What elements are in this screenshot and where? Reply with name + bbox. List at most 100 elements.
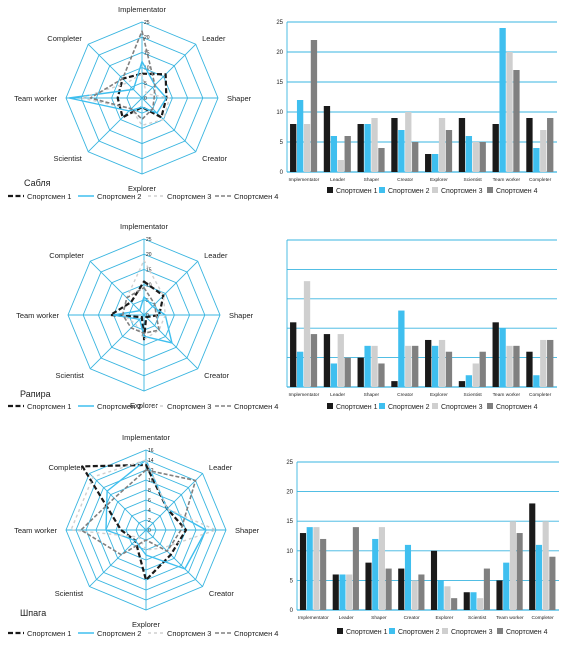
bar-4 (378, 363, 385, 387)
bar-4 (412, 142, 419, 172)
bar-3 (506, 52, 513, 172)
bar-y-tick-label: 10 (276, 110, 283, 116)
bar-1 (357, 124, 364, 172)
bar-category-label: Leader (330, 392, 345, 398)
legend-swatch-4 (487, 187, 493, 193)
legend-swatch-1 (327, 403, 333, 409)
bar-2 (306, 527, 313, 610)
radar-tick-label: 10 (148, 478, 154, 484)
bar-1 (323, 106, 331, 172)
bar-category-label: Team worker (496, 615, 524, 621)
radar-spoke (89, 529, 147, 587)
radar-axis-label: Leader (209, 463, 233, 472)
bar-y-tick-label: 0 (280, 170, 284, 176)
bar-2 (535, 544, 543, 610)
bar-category-label: Implementator (289, 177, 320, 183)
bar-2 (330, 363, 338, 387)
bar-1 (458, 381, 466, 387)
radar-axis-label: Completer (47, 34, 82, 43)
radar-axis-label: Implementator (118, 5, 166, 14)
bar-y-tick-label: 20 (286, 490, 293, 496)
legend-label-2: Спортсмен 2 (398, 629, 440, 636)
radar-axis-label: Creator (204, 371, 230, 380)
radar-axis-label: Leader (204, 251, 228, 260)
radar-axis-label: Team worker (14, 94, 57, 103)
bar-3 (472, 363, 479, 387)
bar-1 (299, 533, 307, 610)
bar-y-tick-label: 15 (286, 519, 293, 525)
radar-axis-label: Team worker (16, 311, 59, 320)
legend-label-1: Спортсмен 1 (336, 404, 378, 411)
radar-series-1 (81, 463, 188, 582)
legend-swatch-2 (389, 628, 395, 634)
bar-3 (346, 574, 353, 610)
legend-label-2: Спортсмен 2 (388, 404, 430, 411)
bar-category-label: Creator (397, 392, 413, 398)
legend-label-2: Спортсмен 2 (97, 402, 141, 411)
bar-y-tick-label: 5 (290, 578, 294, 584)
legend-swatch-3 (432, 403, 438, 409)
bar-4 (547, 118, 554, 172)
bar-2 (533, 375, 540, 387)
bar-2 (503, 562, 510, 610)
bar-4 (479, 142, 486, 172)
bar-3 (540, 130, 547, 172)
radar-spoke (89, 260, 145, 316)
bar-3 (438, 339, 446, 387)
section-title: Сабля (24, 178, 51, 188)
bar-y-tick-label: 0 (290, 608, 294, 614)
bar-4 (516, 533, 523, 610)
bar-3 (405, 112, 412, 172)
bar-4 (418, 574, 425, 610)
bar-category-label: Implementator (289, 392, 320, 398)
legend-swatch-1 (327, 187, 333, 193)
bar-3 (378, 527, 385, 610)
bar-category-label: Shaper (364, 177, 380, 183)
bar-1 (526, 351, 533, 387)
radar-axis-label: Creator (202, 154, 228, 163)
legend-label-1: Спортсмен 1 (27, 629, 71, 638)
legend-label-1: Спортсмен 1 (336, 188, 378, 195)
bar-2 (404, 544, 412, 610)
radar-axis-label: Scientist (56, 371, 85, 380)
bar-2 (364, 124, 371, 172)
bar-4 (483, 568, 490, 610)
bar-4 (513, 70, 520, 172)
radar-axis-label: Implementator (122, 433, 170, 442)
bar-category-label: Scientist (468, 615, 487, 621)
bar-4 (445, 351, 453, 387)
bar-category-label: Team worker (493, 392, 521, 398)
bar-3 (542, 521, 549, 610)
bar-y-tick-label: 15 (276, 80, 283, 86)
bar-category-label: Completer (532, 615, 555, 621)
radar-tick-label: 15 (146, 267, 152, 273)
bar-2 (398, 130, 405, 172)
bar-4 (385, 568, 392, 610)
bar-category-label: Creator (404, 615, 420, 621)
bar-3 (337, 160, 344, 172)
bar-2 (364, 345, 371, 387)
bar-3 (509, 521, 516, 610)
legend-swatch-1 (337, 628, 343, 634)
bar-1 (496, 580, 503, 610)
bar-2 (465, 375, 473, 387)
bar-category-label: Explorer (435, 615, 453, 621)
bar-4 (479, 351, 486, 387)
bar-1 (492, 322, 499, 387)
bar-category-label: Scientist (464, 177, 483, 183)
radar-axis-label: Shaper (229, 311, 254, 320)
legend-label-2: Спортсмен 2 (97, 629, 141, 638)
bar-chart-Рапира: Implementator Leader Shaper Creator Explorer… (286, 239, 557, 411)
bar-2 (533, 148, 540, 172)
radar-series-1 (116, 72, 168, 119)
bar-4 (451, 598, 458, 610)
radar-spoke (87, 97, 143, 153)
bar-1 (323, 334, 331, 387)
bar-chart-Сабля: 0 5 10 15 20 25 Implementator Leader Shaper Creat… (276, 20, 557, 195)
bar-3 (371, 118, 378, 172)
bar-1 (357, 357, 364, 387)
legend-label-1: Спортсмен 1 (27, 402, 71, 411)
radar-tick-label: 0 (148, 528, 151, 534)
bar-3 (303, 124, 311, 172)
